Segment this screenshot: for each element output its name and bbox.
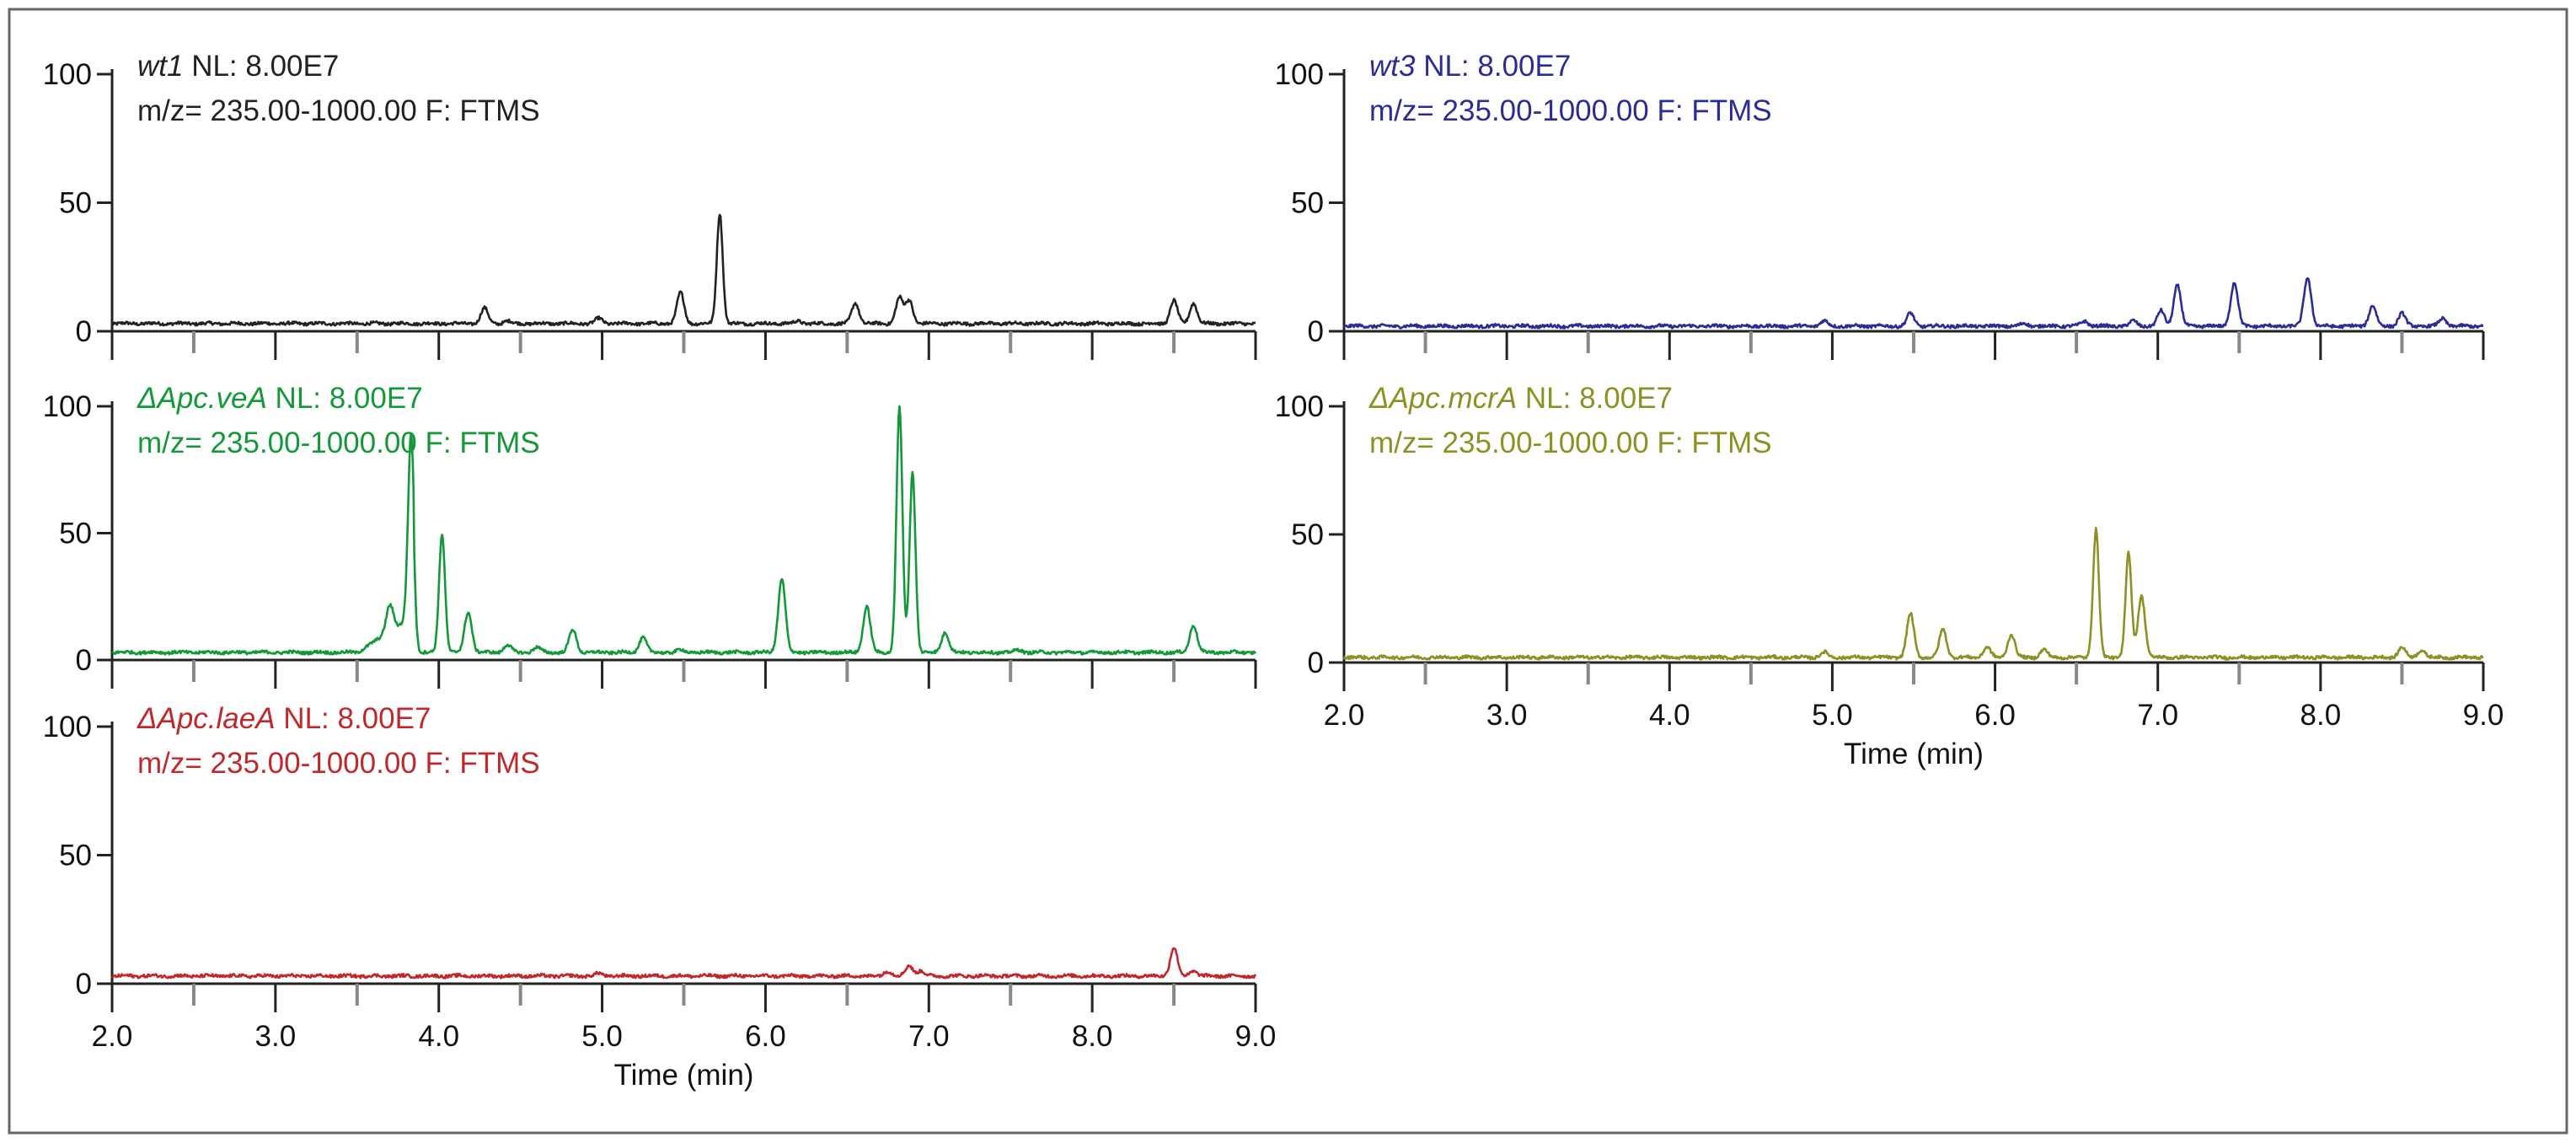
x-tick-label: 2.0 (1324, 699, 1365, 732)
scan-filter: m/z= 235.00-1000.00 F: FTMS (137, 94, 540, 127)
y-tick-label: 50 (59, 840, 92, 872)
y-tick-label: 0 (76, 315, 92, 348)
y-tick-label: 50 (1291, 187, 1324, 220)
y-tick-label: 100 (1275, 58, 1324, 91)
y-tick-label: 50 (59, 518, 92, 550)
panel-wt1: 0 50 100 wt1 NL: 8.00E7 m/z= 235.00-1000.00 … (43, 50, 1257, 360)
trace-line (1342, 276, 2484, 330)
x-tick-label: 9.0 (2463, 699, 2504, 732)
trace-line (1342, 527, 2484, 661)
y-tick-label: 100 (43, 58, 92, 91)
y-tick-label: 0 (76, 644, 92, 677)
trace-header: ΔApc.mcrA NL: 8.00E7 (1368, 382, 1673, 415)
y-tick-label: 0 (1308, 315, 1324, 348)
x-axis-label: Time (min) (1844, 738, 1984, 770)
x-tick-label: 6.0 (745, 1020, 786, 1053)
nl-value: NL: 8.00E7 (267, 382, 423, 415)
x-tick-label: 5.0 (1812, 699, 1853, 732)
sample-name: ΔApc.mcrA (1368, 382, 1517, 415)
trace-header: wt1 NL: 8.00E7 (137, 50, 339, 83)
sample-name: wt1 (137, 50, 183, 83)
x-tick-label: 3.0 (255, 1020, 297, 1053)
y-tick-label: 50 (59, 187, 92, 220)
x-tick-label: 8.0 (2300, 699, 2342, 732)
x-tick-label: 6.0 (1974, 699, 2016, 732)
trace-header: ΔApc.veA NL: 8.00E7 (137, 382, 423, 415)
x-tick-label: 7.0 (908, 1020, 950, 1053)
y-tick-label: 0 (76, 968, 92, 1001)
x-tick-label: 4.0 (1649, 699, 1690, 732)
chromatogram-panels: 0 50 100 wt1 NL: 8.00E7 m/z= 235.00-1000.00 … (43, 50, 2504, 1092)
figure-border (8, 8, 2568, 1135)
panel-wt3: 0 50 100 wt3 NL: 8.00E7 m/z= 235.00-1000.00 … (1275, 50, 2485, 360)
nl-value: NL: 8.00E7 (276, 702, 431, 735)
nl-value: NL: 8.00E7 (1415, 50, 1571, 83)
trace-header: ΔApc.laeA NL: 8.00E7 (137, 702, 431, 735)
y-tick-label: 100 (43, 711, 92, 743)
sample-name: ΔApc.veA (137, 382, 267, 415)
x-tick-label: 7.0 (2137, 699, 2178, 732)
trace-line (111, 405, 1257, 656)
nl-value: NL: 8.00E7 (1517, 382, 1673, 415)
panel-delta-apc-vea: 0 50 100 ΔApc.veA NL: 8.00E7 m/z= 235.00-100… (43, 382, 1257, 689)
x-tick-label: 5.0 (581, 1020, 623, 1053)
scan-filter: m/z= 235.00-1000.00 F: FTMS (137, 747, 540, 780)
y-tick-label: 0 (1308, 647, 1324, 679)
x-axis-label: Time (min) (614, 1059, 754, 1092)
panel-delta-apc-laea: 0 50 100 2.0 3.0 4.0 5.0 6.0 7.0 8.0 9.0 Time (min)… (43, 702, 1277, 1092)
x-tick-label: 9.0 (1235, 1020, 1277, 1053)
x-tick-label: 8.0 (1072, 1020, 1113, 1053)
x-tick-label: 2.0 (92, 1020, 133, 1053)
y-tick-label: 100 (1275, 390, 1324, 423)
trace-line (111, 947, 1257, 979)
nl-value: NL: 8.00E7 (183, 50, 339, 83)
trace-line (110, 213, 1256, 327)
sample-name: ΔApc.laeA (137, 702, 276, 735)
scan-filter: m/z= 235.00-1000.00 F: FTMS (137, 427, 540, 459)
panel-delta-apc-mcra: 0 50 100 2.0 3.0 4.0 5.0 6.0 7.0 8.0 9.0 Time (min)… (1275, 382, 2504, 770)
sample-name: wt3 (1369, 50, 1416, 83)
x-tick-label: 4.0 (418, 1020, 459, 1053)
y-tick-label: 50 (1291, 518, 1324, 551)
y-tick-label: 100 (43, 390, 92, 423)
scan-filter: m/z= 235.00-1000.00 F: FTMS (1369, 427, 1772, 459)
x-tick-label: 3.0 (1486, 699, 1528, 732)
trace-header: wt3 NL: 8.00E7 (1369, 50, 1571, 83)
scan-filter: m/z= 235.00-1000.00 F: FTMS (1369, 94, 1772, 127)
